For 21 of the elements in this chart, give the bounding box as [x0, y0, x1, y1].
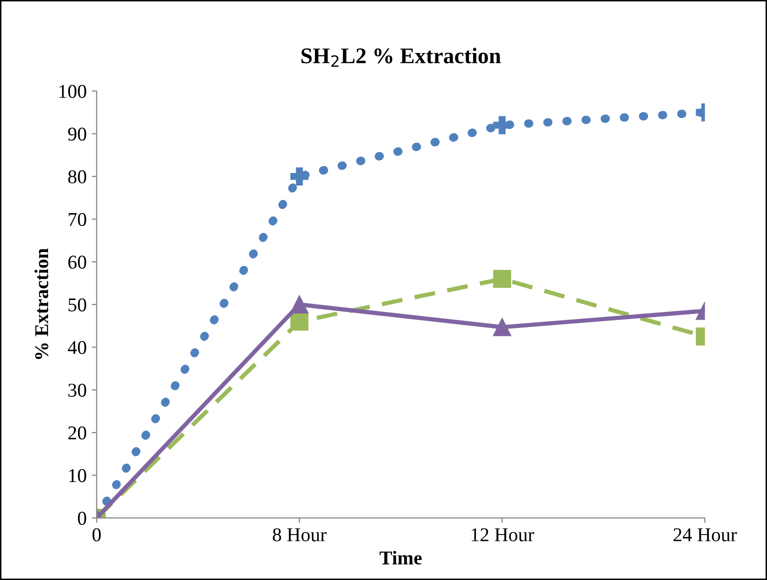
x-axis-title: Time	[380, 550, 422, 565]
y-tick-label: 90	[68, 128, 86, 141]
chart-title: SH$_{2}$L2 % Extraction	[301, 48, 501, 67]
y-tick-label: 30	[68, 384, 86, 397]
y-tick-label: 20	[68, 426, 86, 440]
x-tick-label: 8 Hour	[272, 528, 326, 542]
y-tick-label: 0	[78, 512, 86, 525]
y-tick-label: 60	[68, 256, 86, 269]
y-tick-label: 10	[69, 469, 86, 482]
x-tick-label: 0	[92, 528, 101, 542]
point	[290, 295, 308, 314]
y-axis-title: % Extraction	[34, 248, 48, 359]
x-tick-label: 12 Hour	[472, 528, 534, 542]
y-tick-label: 80	[68, 170, 86, 184]
y-tick-label: 40	[68, 341, 86, 354]
y-tick-label: 50	[68, 298, 86, 312]
point	[290, 312, 308, 331]
y-tick-label: 100	[59, 84, 86, 98]
point	[290, 167, 308, 186]
x-tick-label: 24 Hour	[674, 528, 737, 542]
y-tick-label: 70	[68, 212, 86, 226]
